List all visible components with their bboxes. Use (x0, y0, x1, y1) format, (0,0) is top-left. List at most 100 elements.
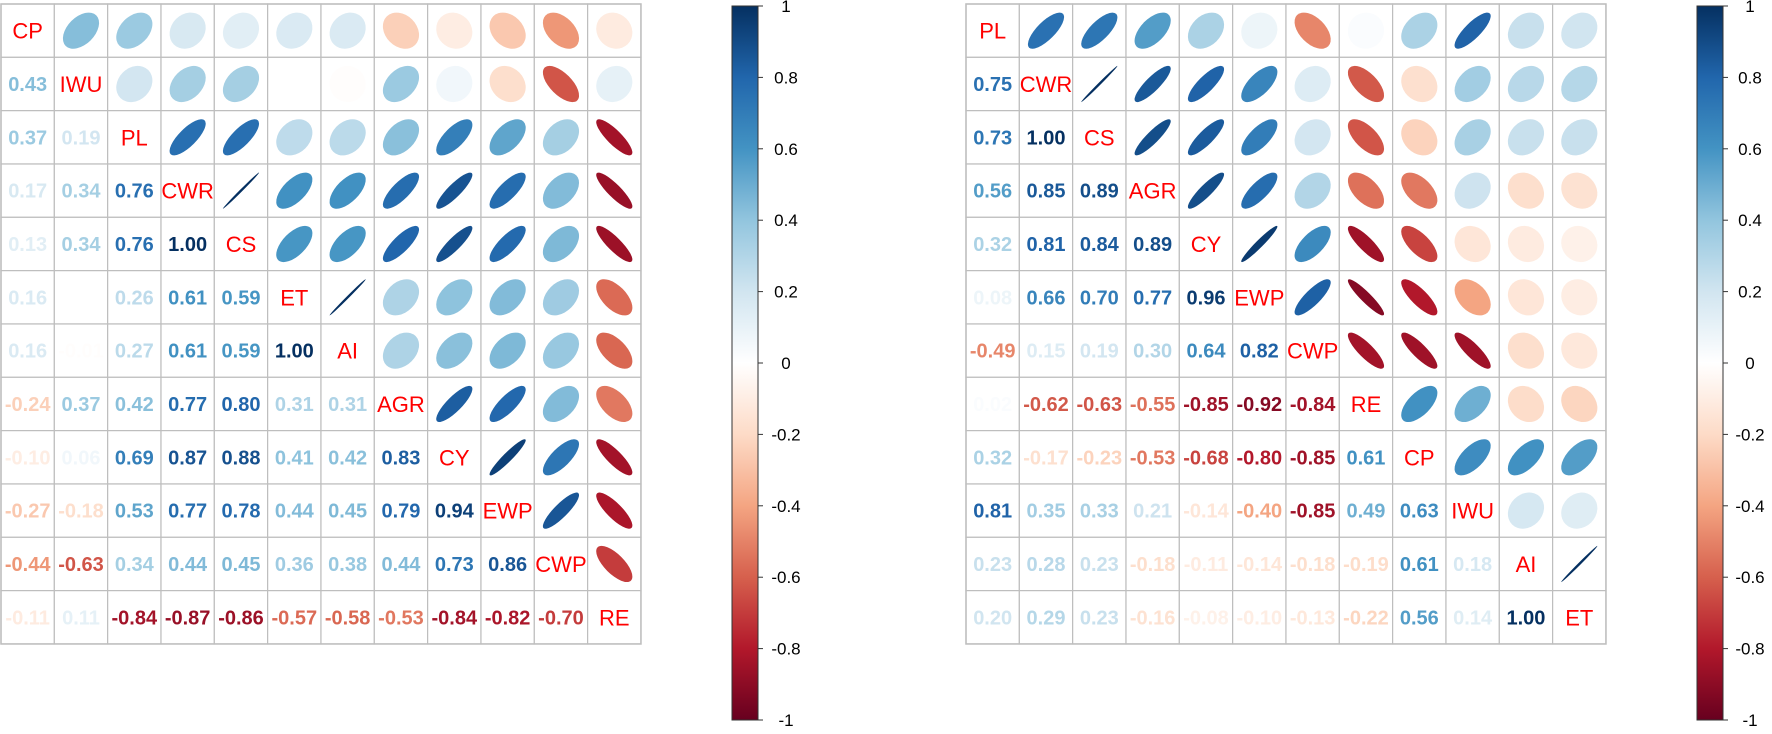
coefficient-label: -0.11 (5, 607, 49, 629)
ellipse-mark (1027, 12, 1065, 49)
grid-cell (965, 430, 1020, 485)
ellipse-mark (596, 225, 633, 263)
ellipse-mark (1507, 172, 1545, 209)
ellipse-mark (596, 439, 633, 476)
variable-label: AI (337, 339, 358, 364)
ellipse-mark (542, 65, 580, 103)
coefficient-label: 0.32 (973, 447, 1012, 469)
ellipse-mark (489, 65, 526, 103)
coefficient-label: 0.44 (382, 554, 422, 576)
variable-label: IWU (1451, 499, 1494, 524)
variable-label: CS (1084, 125, 1115, 150)
coefficient-label: -0.49 (970, 341, 1016, 363)
coefficient-label: 0.27 (115, 341, 154, 363)
colorbar-tick-label: -0.6 (771, 568, 800, 587)
ellipse-mark (1561, 279, 1598, 316)
ellipse-mark (542, 172, 580, 209)
grid-cell (160, 270, 215, 325)
ellipse-mark (1401, 119, 1438, 156)
variable-label: EWP (483, 499, 533, 524)
variable-label: CP (12, 19, 43, 44)
ellipse-mark (1347, 279, 1385, 316)
coefficient-label: 0.59 (222, 341, 261, 363)
grid-cell (1018, 216, 1074, 272)
ellipse-mark (382, 225, 420, 263)
grid-cell (320, 590, 375, 645)
grid-cell (965, 56, 1020, 112)
grid-cell (427, 536, 482, 592)
ellipse-mark (329, 12, 366, 49)
ellipse-mark (1347, 332, 1385, 369)
grid-cell (0, 536, 55, 592)
ellipse-mark (1187, 65, 1225, 103)
coefficient-label: -0.84 (1290, 394, 1336, 416)
coefficient-label: -0.10 (5, 447, 51, 469)
grid-cell (53, 216, 109, 272)
coefficient-label: 0.61 (1400, 554, 1439, 576)
grid-cell (0, 163, 55, 218)
coefficient-label: -0.23 (1077, 447, 1123, 469)
grid-cell (1125, 270, 1180, 325)
grid-cell (1498, 590, 1554, 645)
coefficient-label: 0.75 (973, 74, 1012, 96)
coefficient-label: -0.18 (1290, 554, 1336, 576)
coefficient-label: 0.34 (115, 554, 155, 576)
grid-cell (320, 323, 375, 378)
coefficient-label: 0.78 (222, 501, 261, 523)
ellipse-mark (382, 332, 420, 369)
grid-cell (373, 536, 429, 592)
grid-cell (1072, 323, 1127, 378)
grid-cell (1018, 163, 1074, 218)
grid-cell (965, 590, 1020, 645)
coefficient-label: 0.31 (275, 394, 314, 416)
grid-cell (1552, 56, 1607, 112)
ellipse-mark (1294, 225, 1331, 263)
grid-cell (53, 430, 109, 485)
grid-cell (213, 483, 269, 538)
ellipse-mark (542, 439, 580, 476)
ellipse-mark (436, 385, 473, 423)
ellipse-mark (1401, 385, 1438, 423)
grid-cell (1392, 536, 1447, 592)
grid-cell (267, 430, 322, 485)
ellipse-mark (436, 65, 473, 103)
variable-label: CP (1404, 445, 1435, 470)
coefficient-label: 0.28 (1027, 554, 1066, 576)
variable-label: RE (599, 605, 630, 630)
coefficient-label: 0.41 (275, 447, 314, 469)
ellipse-mark (436, 12, 473, 49)
ellipse-mark (1294, 12, 1331, 49)
grid-cell (1445, 536, 1500, 592)
coefficient-label: -0.17 (1023, 447, 1069, 469)
grid-cell (267, 590, 322, 645)
coefficient-label: -0.10 (1237, 607, 1283, 629)
coefficient-label: -0.53 (378, 607, 424, 629)
grid-cell (1018, 590, 1074, 645)
grid-cell (1498, 536, 1554, 592)
ellipse-mark (222, 65, 260, 103)
coefficient-label: -0.18 (1130, 554, 1176, 576)
coefficient-label: 0.77 (168, 501, 207, 523)
grid-cell (1125, 536, 1180, 592)
ellipse-mark (1401, 225, 1438, 263)
coefficient-label: 0.49 (1347, 501, 1386, 523)
grid-cell (480, 483, 535, 538)
grid-cell (53, 536, 109, 592)
coefficient-label: 0.44 (275, 501, 315, 523)
coefficient-label: 0.00 (62, 287, 101, 309)
ellipse-mark (1507, 492, 1545, 529)
coefficient-label: 0.89 (1080, 181, 1119, 203)
coefficient-label: -0.86 (218, 607, 264, 629)
grid-cell (373, 3, 429, 58)
grid-cell (107, 536, 162, 592)
coefficient-label: 0.38 (328, 554, 367, 576)
ellipse-mark (1241, 172, 1278, 209)
ellipse-mark (436, 332, 473, 369)
coefficient-label: 0.30 (1133, 341, 1172, 363)
ellipse-mark (1187, 119, 1225, 156)
colorbar-tick-label: 0.2 (1738, 283, 1762, 302)
coefficient-label: -0.08 (1183, 607, 1229, 629)
variable-label: CWP (1287, 339, 1338, 364)
ellipse-mark (1347, 225, 1385, 263)
